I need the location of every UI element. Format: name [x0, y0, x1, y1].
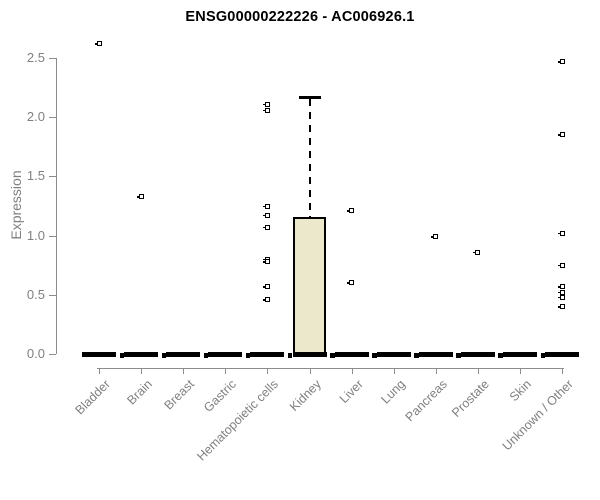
- median-zero-bar-brain: [124, 351, 159, 357]
- y-tick-label: 2.0: [26, 109, 45, 125]
- outlier-point-hematopoietic-cells: [262, 284, 270, 289]
- outlier-point-unknown-other: [557, 294, 565, 300]
- y-tick: [49, 117, 56, 119]
- outlier-point-unknown-other: [557, 59, 565, 65]
- outlier-point-unknown-other: [557, 262, 565, 268]
- outlier-point-liver: [347, 280, 355, 286]
- outlier-point-hematopoietic-cells: [262, 259, 270, 265]
- outlier-point-bladder: [94, 41, 102, 47]
- y-tick: [49, 176, 56, 178]
- median-zero-bar-unknown-other: [545, 351, 580, 357]
- zero-line-dot: [498, 353, 503, 358]
- outlier-point-liver: [347, 208, 355, 214]
- median-zero-bar-gastric: [208, 351, 243, 357]
- outlier-point-hematopoietic-cells: [262, 212, 270, 218]
- x-tick: [225, 368, 227, 374]
- zero-line-dot: [203, 353, 209, 358]
- zero-line-dot: [287, 353, 293, 358]
- zero-line-dot: [540, 353, 545, 358]
- y-tick: [49, 58, 56, 59]
- median-zero-bar-liver: [334, 351, 369, 357]
- x-tick: [99, 368, 100, 374]
- y-tick-label: 2.5: [26, 50, 45, 65]
- x-tick: [183, 368, 185, 374]
- median-zero-bar-hematopoietic-cells: [250, 351, 285, 357]
- median-zero-bar-lung: [376, 351, 411, 357]
- x-tick: [267, 368, 269, 374]
- outlier-point-hematopoietic-cells: [262, 203, 270, 209]
- zero-line-dot: [245, 353, 251, 358]
- outlier-point-brain: [136, 194, 144, 200]
- zero-line-dot: [372, 353, 377, 358]
- zero-line-dot: [414, 353, 419, 358]
- median-zero-bar-bladder: [82, 351, 116, 357]
- median-zero-bar-prostate: [460, 351, 495, 357]
- y-tick: [49, 235, 56, 237]
- outlier-point-unknown-other: [557, 284, 565, 289]
- outlier-point-hematopoietic-cells: [262, 101, 270, 107]
- outlier-point-pancreas: [431, 234, 439, 240]
- y-tick-label: 0.0: [26, 346, 45, 361]
- median-zero-bar-kidney: [292, 351, 327, 357]
- outlier-point-unknown-other: [557, 289, 565, 295]
- median-zero-bar-skin: [503, 351, 537, 357]
- upper-whisker-kidney: [308, 99, 311, 217]
- outlier-point-unknown-other: [557, 230, 565, 236]
- chart-title: ENSG00000222226 - AC006926.1: [185, 9, 415, 25]
- median-zero-bar-breast: [166, 351, 201, 357]
- zero-line-dot: [161, 353, 167, 358]
- x-tick: [393, 368, 395, 374]
- x-tick: [520, 368, 521, 374]
- zero-line-dot: [330, 353, 335, 358]
- x-tick: [309, 368, 311, 374]
- whisker-cap-kidney: [298, 96, 321, 99]
- y-tick-label: 0.5: [26, 286, 45, 302]
- x-tick: [562, 368, 564, 374]
- y-axis-line: [56, 58, 57, 354]
- x-tick: [477, 368, 479, 374]
- zero-line-dot: [456, 353, 461, 358]
- x-tick: [141, 368, 143, 374]
- outlier-point-unknown-other: [557, 304, 565, 310]
- x-axis-line: [97, 368, 565, 369]
- box-kidney: [293, 216, 326, 356]
- y-tick: [49, 294, 56, 296]
- outlier-point-prostate: [473, 249, 481, 255]
- x-tick: [351, 368, 353, 374]
- outlier-point-hematopoietic-cells: [262, 107, 270, 113]
- zero-line-dot: [119, 353, 124, 358]
- outlier-point-unknown-other: [557, 132, 565, 138]
- outlier-point-hematopoietic-cells: [262, 297, 270, 303]
- y-tick: [49, 354, 56, 355]
- x-tick: [435, 368, 437, 374]
- y-tick-label: 1.0: [26, 227, 45, 243]
- median-zero-bar-pancreas: [418, 351, 453, 357]
- outlier-point-hematopoietic-cells: [262, 224, 270, 230]
- y-tick-label: 1.5: [26, 168, 45, 184]
